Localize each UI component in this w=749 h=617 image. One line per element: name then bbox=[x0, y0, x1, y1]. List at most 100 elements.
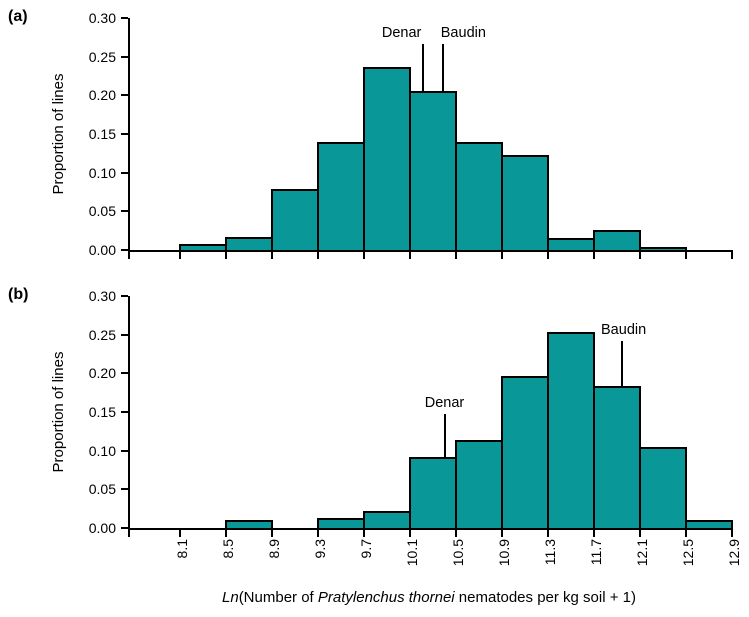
histogram-bar bbox=[271, 188, 319, 250]
y-axis-tick-label: 0.25 bbox=[88, 326, 116, 343]
x-axis-tick-label: 10.1 bbox=[404, 539, 420, 567]
x-axis-tick bbox=[409, 528, 411, 537]
x-axis-tick-label: 10.5 bbox=[450, 539, 466, 567]
annotation-line-baudin bbox=[620, 340, 623, 386]
x-axis-tick-label: 12.1 bbox=[634, 539, 650, 567]
y-axis-tick bbox=[121, 55, 128, 58]
x-axis-tick bbox=[317, 528, 319, 537]
histogram-bar bbox=[363, 66, 411, 250]
y-axis-tick-label: 0.05 bbox=[88, 481, 116, 498]
x-axis-tick bbox=[179, 250, 181, 259]
x-axis-tick-label: 12.5 bbox=[680, 539, 696, 567]
histogram-bar bbox=[639, 446, 687, 528]
x-axis-tick-label: 12.9 bbox=[726, 539, 742, 567]
y-axis-tick-label: 0.15 bbox=[88, 126, 116, 142]
x-axis-corner-tick bbox=[128, 528, 130, 537]
histogram-bar bbox=[501, 154, 549, 250]
histogram-bar bbox=[409, 456, 457, 528]
x-axis-tick bbox=[639, 528, 641, 537]
y-axis-tick-label: 0.00 bbox=[88, 520, 116, 536]
y-axis-tick-label: 0.30 bbox=[88, 10, 116, 26]
y-axis-tick bbox=[121, 17, 128, 19]
y-axis-tick bbox=[121, 133, 128, 135]
histogram-bar bbox=[639, 246, 687, 250]
y-axis-tick bbox=[121, 488, 128, 491]
panel-b-label: (b) bbox=[8, 286, 29, 303]
y-axis-tick-label: 0.15 bbox=[88, 404, 116, 420]
histogram-bar bbox=[593, 385, 641, 528]
annotation-line-denar bbox=[421, 43, 424, 91]
histogram-bar bbox=[593, 229, 641, 250]
x-axis-tick-label: 10.9 bbox=[496, 539, 512, 567]
x-axis-tick-label: 11.3 bbox=[542, 539, 558, 566]
histogram-bar bbox=[547, 237, 595, 250]
y-axis-tick-label: 0.20 bbox=[88, 87, 116, 104]
panel-a-label: (a) bbox=[8, 8, 28, 25]
x-axis-tick bbox=[455, 528, 457, 537]
histogram-bar bbox=[455, 141, 503, 250]
plot-area-a: 0.00 0.05 0.10 0.15 0.20 0.25 0.30 Denar Baudin bbox=[89, 10, 733, 259]
y-axis-tick bbox=[121, 411, 128, 413]
x-axis-title-part-ln: Ln bbox=[222, 589, 239, 606]
y-axis-tick bbox=[121, 333, 128, 336]
x-axis-corner-tick bbox=[128, 250, 130, 259]
histogram-bar bbox=[455, 439, 503, 528]
x-axis-tick bbox=[409, 250, 411, 259]
y-axis-tick bbox=[121, 372, 128, 375]
x-axis-title-part-units: nematodes per kg soil + 1) bbox=[454, 589, 636, 606]
x-axis-tick bbox=[731, 528, 733, 537]
y-axis-tick bbox=[121, 171, 128, 174]
annotation-label-denar: Denar bbox=[424, 395, 465, 412]
x-axis-tick bbox=[271, 528, 273, 537]
x-axis-tick-label: 9.7 bbox=[358, 539, 374, 559]
x-axis-tick bbox=[225, 528, 227, 537]
annotation-label-denar: Denar bbox=[381, 24, 422, 41]
x-axis-tick bbox=[731, 250, 733, 259]
panel-a: (a) Proportion of lines 0.00 0.05 0.10 0.15… bbox=[0, 0, 749, 278]
x-axis-tick bbox=[593, 528, 595, 537]
x-axis-tick bbox=[501, 528, 503, 537]
annotation-label-baudin: Baudin bbox=[440, 24, 486, 41]
histogram-bar bbox=[225, 236, 273, 250]
x-axis-tick bbox=[547, 250, 549, 259]
y-axis-tick bbox=[121, 295, 128, 297]
histogram-bar bbox=[317, 517, 365, 528]
x-axis-tick bbox=[685, 250, 687, 259]
y-axis-tick-label: 0.20 bbox=[88, 365, 116, 382]
y-axis-tick bbox=[121, 210, 128, 213]
y-axis-tick-label: 0.00 bbox=[88, 242, 116, 258]
y-axis-tick-label: 0.30 bbox=[88, 288, 116, 304]
x-axis-tick bbox=[639, 250, 641, 259]
annotation-line-baudin bbox=[442, 43, 445, 91]
x-axis-tick bbox=[547, 528, 549, 537]
x-axis-tick bbox=[179, 528, 181, 537]
plot-area-b: 8.1 8.5 8.9 9.3 9.7 10.1 10.5 10.9 11.3 11.7 12.1 1… bbox=[89, 288, 742, 566]
y-axis-tick bbox=[121, 449, 128, 452]
histogram-bar bbox=[363, 510, 411, 528]
x-axis-tick-label: 9.3 bbox=[312, 539, 328, 559]
y-axis-tick bbox=[121, 94, 128, 97]
x-axis-tick-label: 11.7 bbox=[588, 539, 604, 566]
y-axis-tick-label: 0.10 bbox=[88, 442, 116, 459]
x-axis-tick bbox=[455, 250, 457, 259]
x-axis-title-part-number-of: (Number of bbox=[238, 589, 318, 606]
y-axis-tick bbox=[121, 249, 128, 251]
x-axis-tick-label: 8.5 bbox=[220, 539, 236, 559]
histogram-bar bbox=[547, 331, 595, 528]
annotation-label-baudin: Baudin bbox=[601, 321, 647, 338]
y-axis-tick-label: 0.05 bbox=[88, 203, 116, 220]
x-axis-title-part-species: Pratylenchus thornei bbox=[317, 589, 455, 606]
x-axis-tick-label: 8.9 bbox=[266, 539, 282, 559]
y-axis-tick-label: 0.10 bbox=[88, 164, 116, 181]
x-axis-tick bbox=[501, 250, 503, 259]
x-axis-tick bbox=[685, 528, 687, 537]
histogram-bar bbox=[225, 520, 273, 528]
histogram-bar bbox=[409, 90, 457, 250]
histogram-bar bbox=[179, 243, 227, 250]
x-axis-tick bbox=[225, 250, 227, 259]
x-axis-tick bbox=[363, 528, 365, 537]
x-axis-tick bbox=[317, 250, 319, 259]
histogram-bar bbox=[317, 141, 365, 250]
x-axis-tick bbox=[271, 250, 273, 259]
